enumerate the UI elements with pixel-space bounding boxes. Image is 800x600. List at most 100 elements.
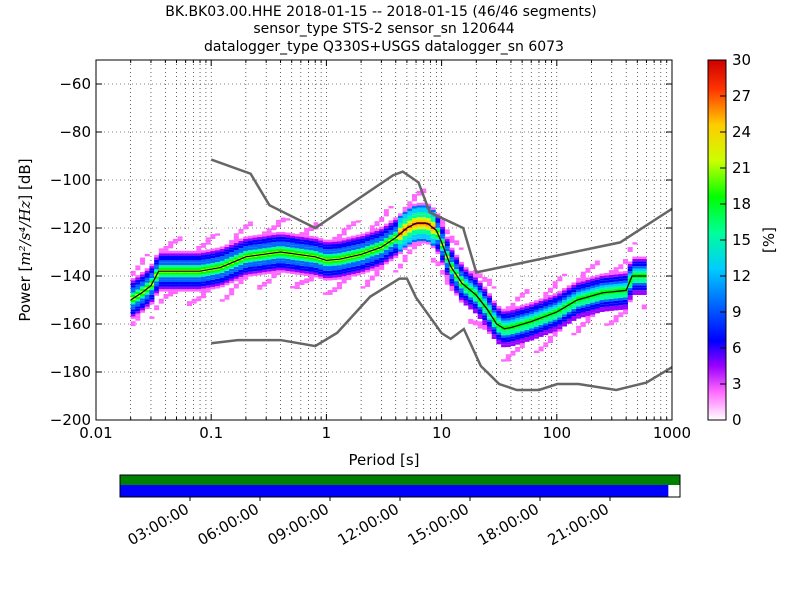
density-cell (637, 282, 643, 286)
density-cell (191, 250, 197, 254)
density-cell (313, 263, 319, 266)
density-cell (402, 245, 408, 248)
density-cell (444, 248, 450, 252)
density-cell (294, 255, 300, 258)
density-cell (529, 321, 535, 324)
density-cell (261, 281, 267, 285)
density-cell (529, 302, 535, 305)
density-cell (219, 229, 225, 233)
density-cell (280, 219, 286, 223)
density-cell (533, 326, 539, 330)
density-cell (196, 255, 202, 258)
density-cell (243, 243, 249, 247)
density-cell (322, 249, 328, 252)
density-cell (510, 343, 516, 347)
density-cell (407, 251, 413, 255)
density-cell (144, 251, 150, 254)
density-cell (186, 279, 192, 282)
density-cell (360, 254, 366, 258)
y-tick-label: −140 (50, 267, 91, 285)
density-cell (533, 336, 539, 339)
density-cell (627, 292, 633, 296)
density-cell (416, 212, 422, 215)
density-cell (257, 241, 263, 245)
density-cell (608, 274, 614, 278)
density-cell (580, 283, 586, 287)
density-cell (144, 277, 150, 281)
density-cell (407, 179, 413, 183)
density-cell (351, 238, 357, 241)
density-cell (374, 242, 380, 246)
density-cell (135, 296, 141, 300)
density-cell (210, 274, 216, 278)
density-cell (580, 293, 586, 296)
density-cell (562, 316, 568, 320)
density-cell (641, 256, 647, 259)
density-cell (383, 237, 389, 241)
density-cell (374, 223, 380, 227)
density-cell (491, 312, 497, 316)
density-cell (186, 306, 192, 309)
density-cell (463, 283, 469, 287)
density-cell (336, 277, 342, 280)
density-cell (477, 285, 483, 288)
density-cell (407, 242, 413, 245)
density-cell (196, 265, 202, 268)
density-cell (463, 279, 469, 282)
density-cell (313, 243, 319, 247)
density-cell (308, 240, 314, 244)
density-cell (346, 267, 352, 271)
density-cell (196, 282, 202, 285)
density-cell (374, 269, 380, 272)
density-cell (613, 279, 619, 282)
density-cell (533, 317, 539, 320)
density-cell (505, 344, 511, 348)
density-cell (388, 280, 394, 283)
density-cell (369, 251, 375, 255)
density-cell (604, 277, 610, 281)
density-cell (533, 321, 539, 325)
density-cell (477, 311, 483, 315)
density-cell (393, 200, 399, 203)
density-cell (468, 297, 474, 300)
density-cell (524, 313, 530, 316)
density-cell (487, 353, 493, 356)
density-cell (355, 217, 361, 221)
density-cell (158, 253, 164, 256)
density-cell (271, 234, 277, 238)
density-cell (327, 268, 333, 271)
density-cell (196, 248, 202, 251)
density-cell (327, 251, 333, 255)
density-cell (407, 203, 413, 207)
density-cell (519, 338, 525, 341)
density-cell (271, 302, 277, 305)
density-cell (458, 264, 464, 267)
density-cell (149, 316, 155, 319)
density-cell (290, 262, 296, 265)
density-cell (313, 239, 319, 242)
density-cell (336, 308, 342, 311)
density-cell (252, 292, 258, 296)
density-cell (632, 282, 638, 286)
density-cell (641, 285, 647, 288)
density-cell (519, 336, 525, 339)
density-cell (594, 294, 600, 297)
density-cell (158, 224, 164, 227)
density-cell (449, 250, 455, 253)
density-cell (182, 284, 188, 287)
density-cell (313, 275, 319, 278)
density-cell (543, 332, 549, 336)
density-cell (341, 254, 347, 257)
density-cell (538, 305, 544, 309)
density-cell (308, 238, 314, 241)
density-cell (182, 253, 188, 256)
density-cell (435, 186, 441, 190)
density-cell (177, 262, 183, 266)
density-cell (290, 288, 296, 291)
density-cell (604, 296, 610, 300)
density-cell (247, 223, 253, 227)
density-cell (257, 239, 263, 242)
density-cell (637, 309, 643, 312)
density-cell (290, 259, 296, 263)
density-cell (247, 274, 253, 277)
